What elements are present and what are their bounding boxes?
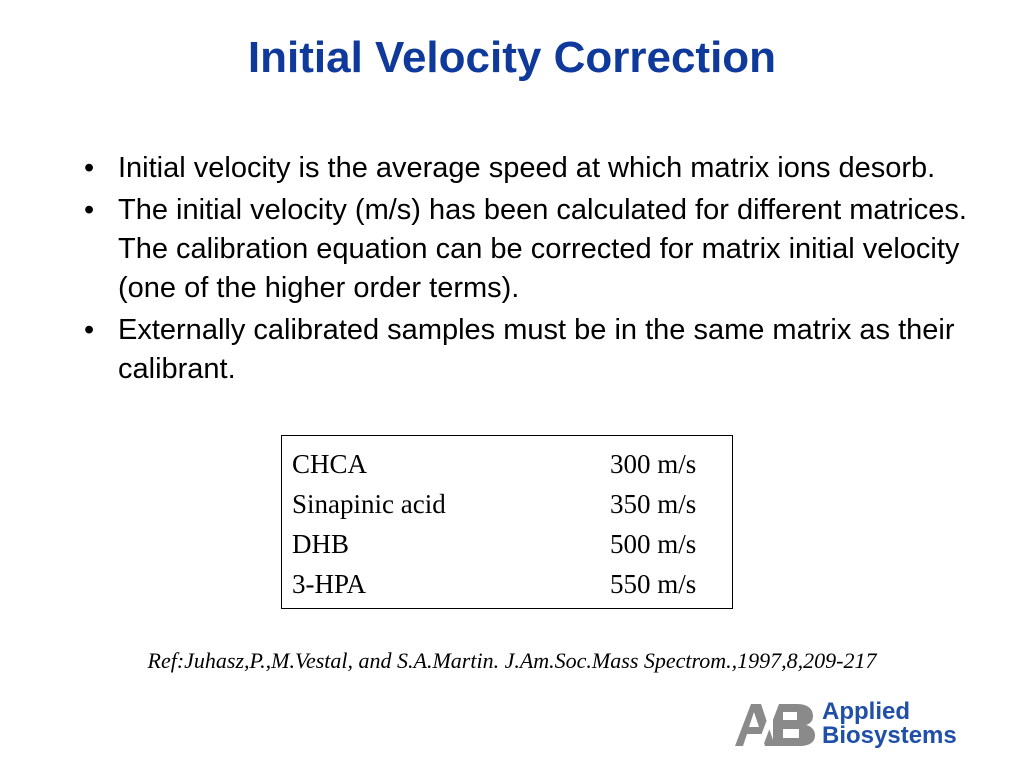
applied-biosystems-logo: Applied Biosystems <box>733 700 983 750</box>
logo-wordmark: Applied Biosystems <box>822 700 957 748</box>
bullet-marker: • <box>84 314 95 346</box>
table-row: CHCA 300 m/s <box>292 444 722 484</box>
bullet-list: • Initial velocity is the average speed … <box>80 149 1000 392</box>
slide-title: Initial Velocity Correction <box>247 33 777 82</box>
table-row: 3-HPA 550 m/s <box>292 564 722 604</box>
logo-line-biosystems: Biosystems <box>822 722 957 749</box>
bullet-marker: • <box>84 194 95 226</box>
bullet-text: Externally calibrated samples must be in… <box>118 314 955 385</box>
velocity-value: 500 m/s <box>610 529 697 559</box>
velocity-value: 550 m/s <box>610 569 697 599</box>
ab-mark-icon <box>735 704 815 746</box>
bullet-text: The initial velocity (m/s) has been calc… <box>118 194 967 304</box>
matrix-name: Sinapinic acid <box>292 489 446 519</box>
matrix-name: 3-HPA <box>292 569 367 599</box>
velocity-value: 300 m/s <box>610 449 697 479</box>
logo-line-applied: Applied <box>822 698 910 725</box>
bullet-item: • The initial velocity (m/s) has been ca… <box>80 191 1000 308</box>
bullet-marker: • <box>84 152 95 184</box>
table-row: Sinapinic acid 350 m/s <box>292 484 722 524</box>
table-row: DHB 500 m/s <box>292 524 722 564</box>
reference-citation: Ref:Juhasz,P.,M.Vestal, and S.A.Martin. … <box>147 648 877 673</box>
matrix-name: DHB <box>292 529 350 559</box>
matrix-name: CHCA <box>292 449 368 479</box>
velocity-value: 350 m/s <box>610 489 697 519</box>
bullet-item: • Externally calibrated samples must be … <box>80 311 1000 389</box>
matrix-velocity-table: CHCA 300 m/s Sinapinic acid 350 m/s DHB … <box>281 435 733 609</box>
bullet-item: • Initial velocity is the average speed … <box>80 149 1000 188</box>
bullet-text: Initial velocity is the average speed at… <box>118 152 936 184</box>
